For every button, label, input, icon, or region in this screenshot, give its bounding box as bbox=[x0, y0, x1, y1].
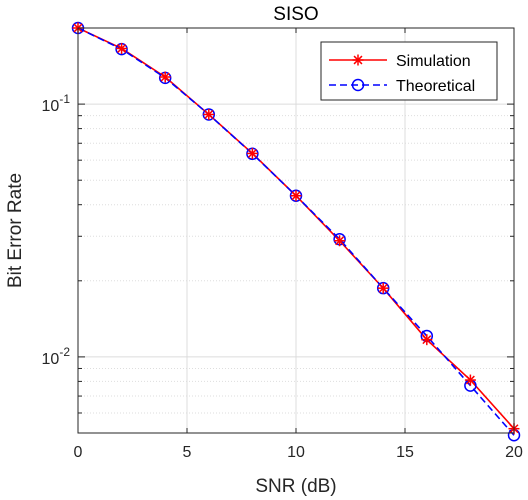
simulation-point bbox=[290, 190, 302, 202]
legend-box bbox=[320, 41, 498, 101]
legend-label: Simulation bbox=[396, 53, 471, 70]
simulation-point bbox=[334, 235, 346, 247]
simulation-point bbox=[464, 374, 476, 386]
x-tick-label: 5 bbox=[183, 444, 192, 461]
legend-marker-theoretical bbox=[351, 78, 365, 92]
x-tick-label: 0 bbox=[74, 444, 83, 461]
simulation-point bbox=[159, 71, 171, 83]
legend: Simulation Theoretical bbox=[320, 41, 498, 101]
minor-grid bbox=[78, 115, 514, 414]
simulation-point bbox=[377, 282, 389, 294]
legend-entries: Simulation Theoretical bbox=[329, 53, 475, 95]
y-axis-label: Bit Error Rate bbox=[5, 173, 26, 288]
y-tick-label: 10-1 bbox=[42, 92, 71, 115]
chart-title: SISO bbox=[273, 4, 318, 25]
x-tick-label: 10 bbox=[287, 444, 305, 461]
y-tick-label: 10-2 bbox=[42, 345, 71, 368]
axis-ticks bbox=[77, 28, 515, 433]
legend-label: Theoretical bbox=[396, 78, 475, 95]
x-tick-label: 20 bbox=[505, 444, 523, 461]
simulation-point bbox=[203, 108, 215, 120]
x-tick-label: 15 bbox=[396, 444, 414, 461]
legend-marker-simulation bbox=[352, 54, 364, 66]
x-tick-labels: 0 5 10 15 20 bbox=[74, 444, 523, 461]
y-tick-labels: 10-2 10-1 bbox=[42, 92, 71, 368]
simulation-point bbox=[116, 42, 128, 54]
x-axis-label: SNR (dB) bbox=[255, 476, 336, 497]
simulation-point bbox=[421, 334, 433, 346]
simulation-point bbox=[246, 147, 258, 159]
series-layer bbox=[71, 21, 521, 442]
